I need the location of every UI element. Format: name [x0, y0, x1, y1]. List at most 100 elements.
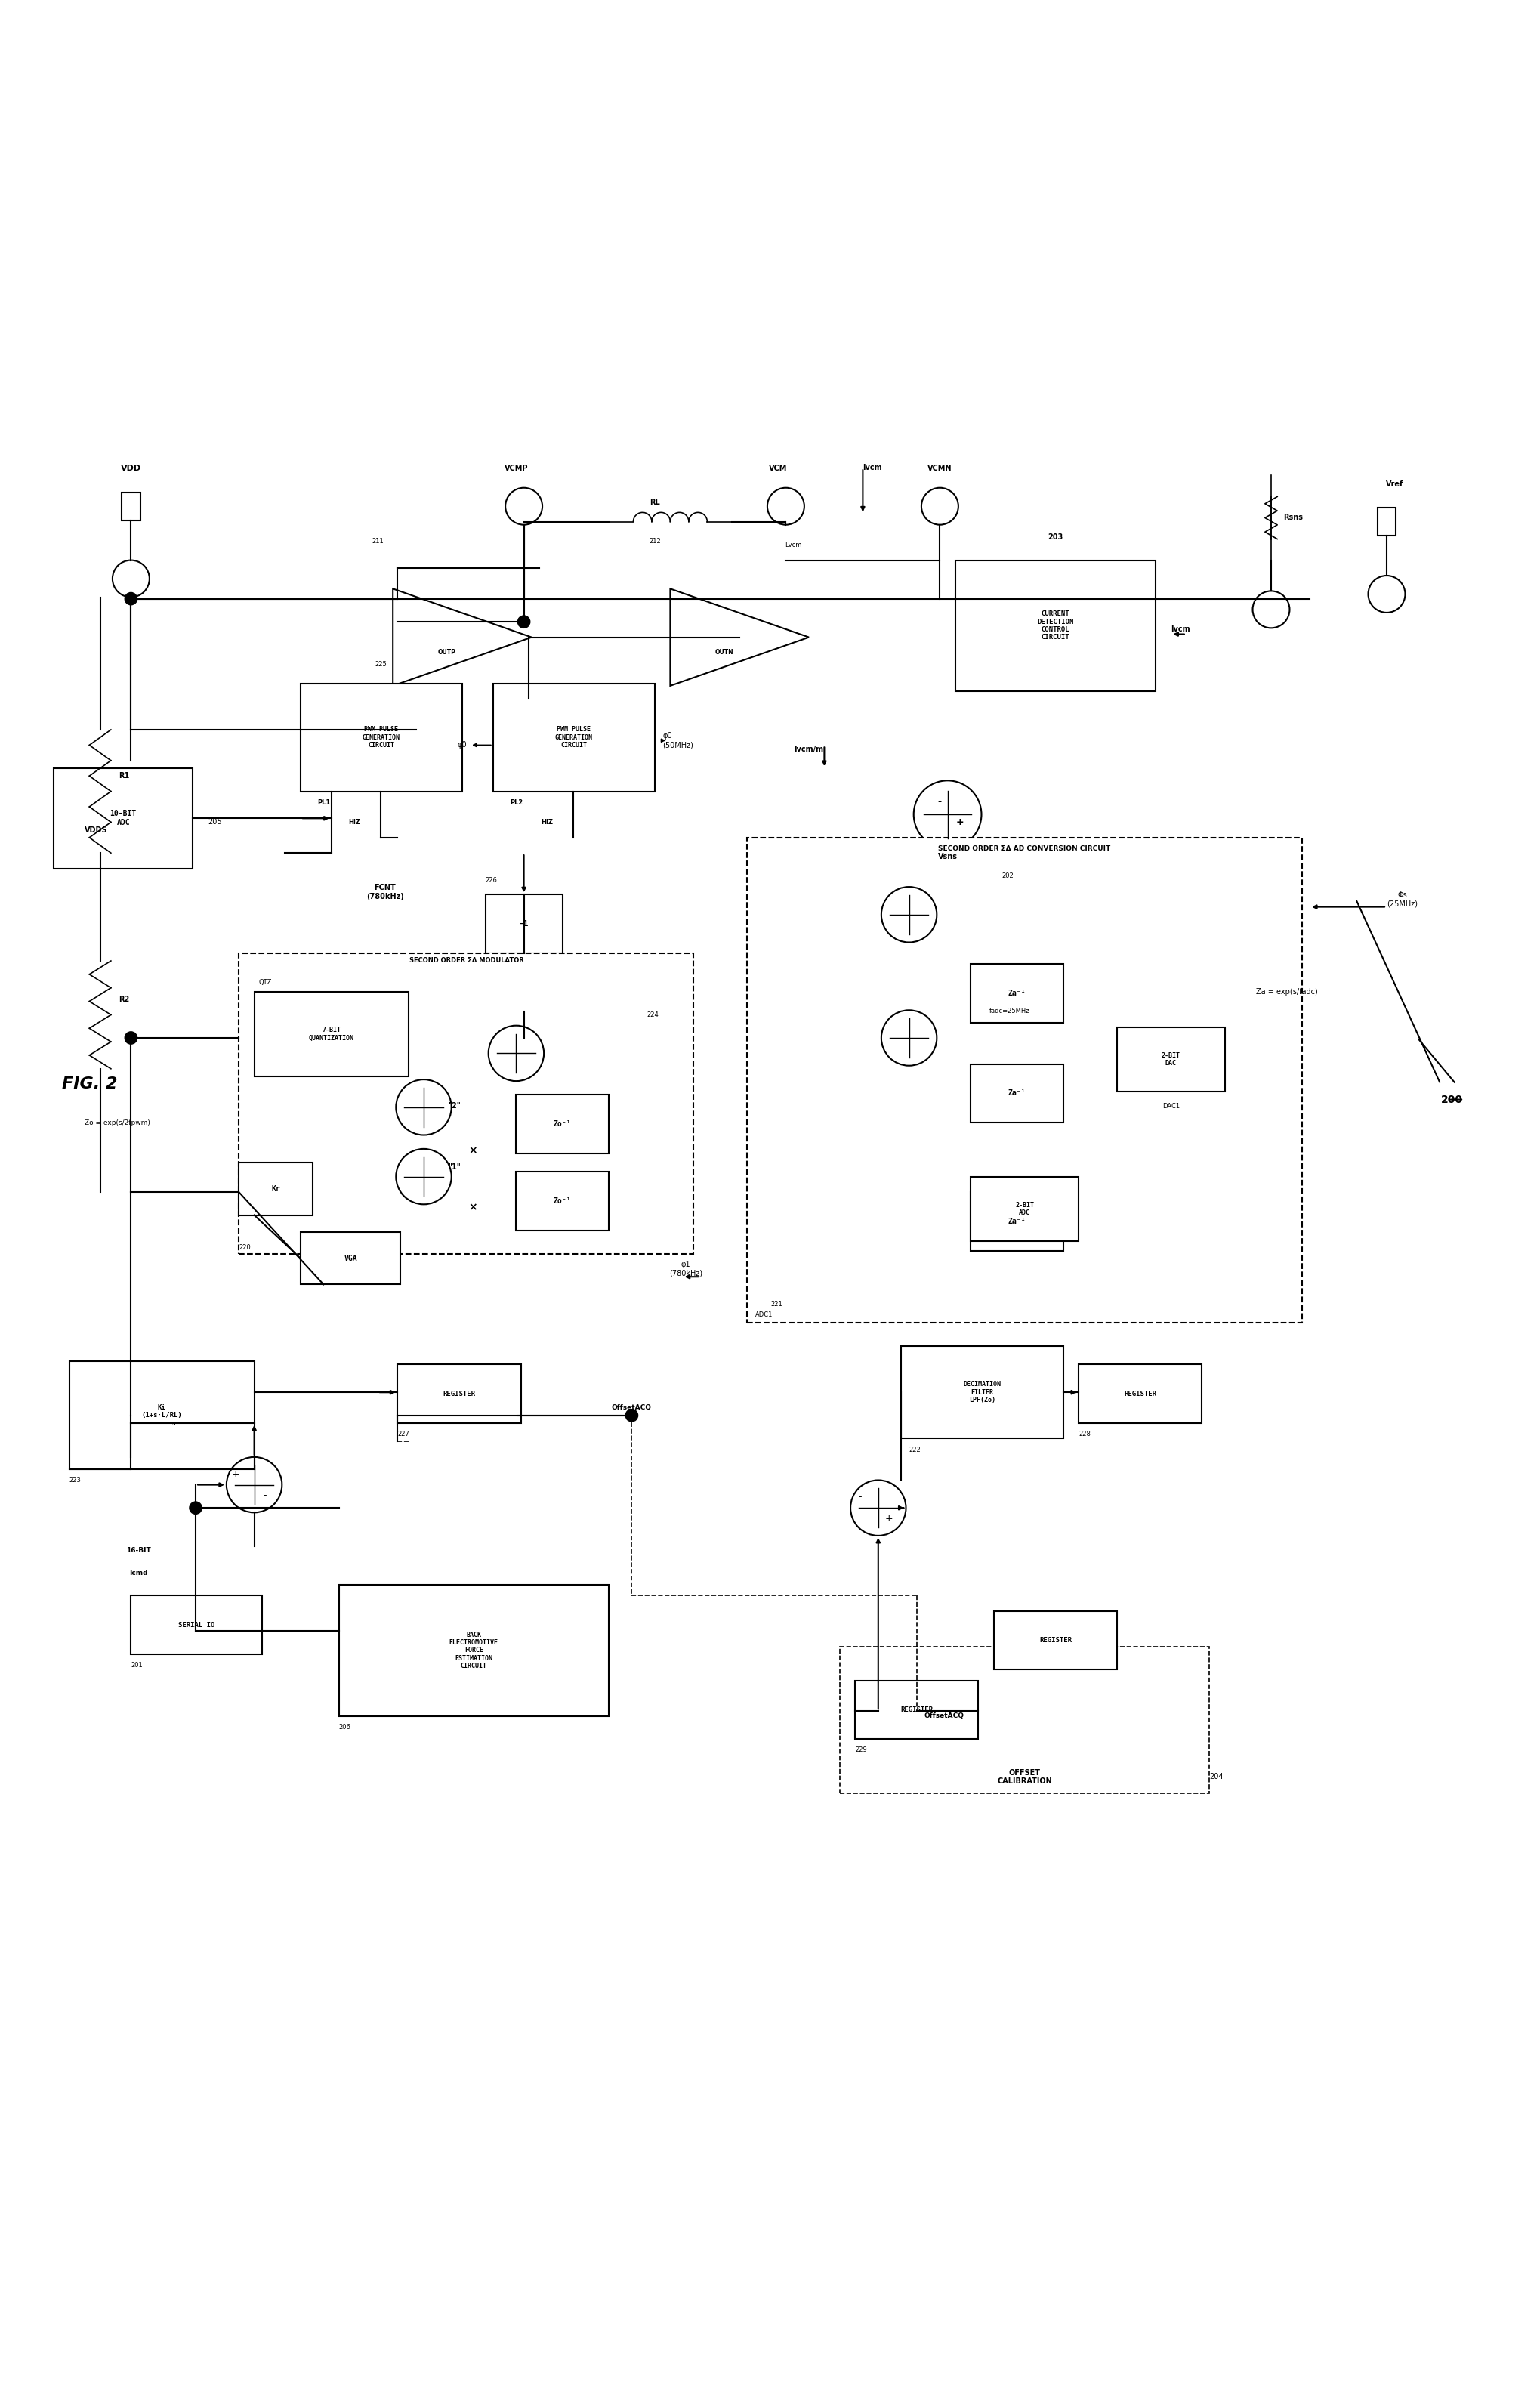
Bar [493, 684, 655, 791]
Text: REGISTER: REGISTER [1038, 1638, 1072, 1645]
Text: -1: -1 [519, 920, 528, 927]
Text: PL1: PL1 [317, 799, 330, 806]
Text: -: - [938, 796, 941, 808]
Text: "2": "2" [448, 1101, 460, 1109]
Text: OUTN: OUTN [715, 648, 733, 656]
Circle shape [625, 1409, 638, 1421]
Text: HIZ: HIZ [541, 820, 553, 825]
Bar [300, 684, 462, 791]
Text: RL: RL [650, 498, 659, 505]
Text: 212: 212 [648, 539, 661, 546]
Circle shape [517, 615, 530, 627]
Text: Ivcm: Ivcm [862, 465, 882, 472]
Circle shape [125, 594, 137, 606]
Text: 7-BIT
QUANTIZATION: 7-BIT QUANTIZATION [308, 1028, 354, 1042]
Text: 200: 200 [1440, 1094, 1461, 1104]
Text: 226: 226 [485, 877, 497, 884]
Text: Vref: Vref [1384, 479, 1403, 489]
Text: Φs
(25MHz): Φs (25MHz) [1386, 892, 1417, 908]
Text: DECIMATION
FILTER
LPF(Zo): DECIMATION FILTER LPF(Zo) [963, 1380, 1001, 1404]
Text: Za⁻¹: Za⁻¹ [1007, 1089, 1026, 1097]
Text: REGISTER: REGISTER [1123, 1390, 1157, 1397]
Text: 206: 206 [339, 1724, 351, 1731]
Text: R1: R1 [119, 772, 129, 780]
Text: ×: × [468, 1202, 477, 1213]
Bar [397, 1364, 521, 1423]
Text: Kr: Kr [271, 1185, 280, 1192]
Bar [855, 1681, 978, 1738]
Text: BACK
ELECTROMOTIVE
FORCE
ESTIMATION
CIRCUIT: BACK ELECTROMOTIVE FORCE ESTIMATION CIRC… [450, 1631, 497, 1669]
Text: OffsetACQ: OffsetACQ [611, 1404, 651, 1411]
Text: 2-BIT
DAC: 2-BIT DAC [1161, 1051, 1180, 1066]
Text: 227: 227 [397, 1430, 410, 1438]
Bar [747, 837, 1301, 1323]
Text: Vsns: Vsns [938, 853, 956, 861]
Text: SERIAL IO: SERIAL IO [179, 1621, 214, 1628]
Text: OUTP: OUTP [437, 648, 456, 656]
Bar [54, 768, 192, 868]
Text: Ki
(1+s·L/RL)
      s: Ki (1+s·L/RL) s [142, 1404, 182, 1426]
Bar [485, 894, 562, 954]
Bar [970, 1178, 1078, 1242]
Bar [300, 1233, 400, 1285]
Text: Icmd: Icmd [129, 1569, 148, 1576]
Text: 203: 203 [1047, 534, 1063, 541]
Bar [1116, 1028, 1224, 1092]
Bar [993, 1612, 1116, 1669]
Bar [131, 1595, 262, 1654]
Circle shape [125, 1032, 137, 1044]
Text: 225: 225 [374, 660, 387, 668]
Bar [339, 1585, 608, 1716]
Text: ADC1: ADC1 [755, 1311, 772, 1318]
Text: 201: 201 [131, 1662, 143, 1669]
Text: 223: 223 [69, 1478, 82, 1483]
Text: "1": "1" [448, 1163, 460, 1171]
Text: Lvcm: Lvcm [785, 541, 801, 548]
Text: Rsns: Rsns [1283, 515, 1303, 522]
Text: FCNT
(780kHz): FCNT (780kHz) [367, 884, 403, 901]
Text: -: - [858, 1492, 861, 1502]
Text: +: + [955, 818, 964, 827]
Text: φ0
(50MHz): φ0 (50MHz) [662, 732, 693, 749]
Text: CURRENT
DETECTION
CONTROL
CIRCUIT: CURRENT DETECTION CONTROL CIRCUIT [1036, 610, 1073, 641]
Text: 229: 229 [855, 1747, 867, 1755]
Text: -: - [263, 1490, 266, 1500]
Text: Zo = exp(s/2fpwm): Zo = exp(s/2fpwm) [85, 1118, 151, 1125]
Text: +: + [231, 1469, 240, 1478]
Text: Zo⁻¹: Zo⁻¹ [553, 1120, 571, 1128]
Text: REGISTER: REGISTER [899, 1707, 933, 1714]
Text: 16-BIT: 16-BIT [126, 1547, 151, 1554]
Text: 221: 221 [770, 1302, 782, 1306]
Text: φ0: φ0 [457, 741, 467, 749]
Text: DAC1: DAC1 [1161, 1104, 1180, 1109]
Text: OFFSET
CALIBRATION: OFFSET CALIBRATION [996, 1769, 1052, 1786]
Bar [839, 1647, 1209, 1793]
Text: HIZ: HIZ [348, 820, 360, 825]
Text: 228: 228 [1078, 1430, 1090, 1438]
Text: PWM PULSE
GENERATION
CIRCUIT: PWM PULSE GENERATION CIRCUIT [362, 727, 400, 749]
Circle shape [189, 1502, 202, 1514]
Text: 202: 202 [1001, 873, 1013, 880]
Text: 2-BIT
ADC: 2-BIT ADC [1015, 1202, 1033, 1216]
Text: fadc=25MHz: fadc=25MHz [989, 1008, 1029, 1016]
Bar [1078, 1364, 1201, 1423]
Bar [901, 1347, 1063, 1438]
Text: 204: 204 [1209, 1774, 1223, 1781]
Text: VGA: VGA [343, 1254, 357, 1261]
Text: 211: 211 [371, 539, 383, 546]
Bar [970, 1063, 1063, 1123]
Text: Ivcm: Ivcm [1170, 625, 1190, 634]
Bar [516, 1094, 608, 1154]
Text: 205: 205 [208, 818, 222, 825]
Bar [239, 1163, 313, 1216]
Text: 10-BIT
ADC: 10-BIT ADC [109, 811, 137, 827]
Text: Za⁻¹: Za⁻¹ [1007, 1218, 1026, 1225]
Bar [970, 963, 1063, 1023]
Text: VDD: VDD [120, 465, 142, 472]
Bar [516, 1173, 608, 1230]
Bar [955, 560, 1155, 691]
Text: REGISTER: REGISTER [442, 1390, 476, 1397]
Text: R2: R2 [119, 997, 129, 1004]
Text: SECOND ORDER ΣΔ MODULATOR: SECOND ORDER ΣΔ MODULATOR [410, 956, 524, 963]
Text: PWM PULSE
GENERATION
CIRCUIT: PWM PULSE GENERATION CIRCUIT [554, 727, 593, 749]
